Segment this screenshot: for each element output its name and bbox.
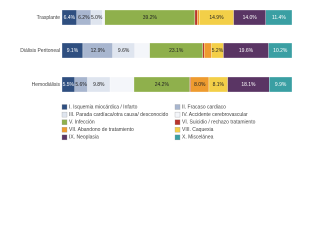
data-label: 9.1% [67,48,79,54]
bar-segment [203,42,212,59]
legend-swatch [174,111,181,118]
legend-swatch [61,104,68,110]
data-label: 23.1% [169,48,184,54]
data-label: 9.8% [93,82,105,88]
data-label: 5.6% [75,82,87,88]
bar-segment [134,42,150,59]
legend-label: II. Fracaso cardiaco [182,104,226,110]
bar-segment [269,76,293,93]
legend-swatch [61,127,68,133]
bar-segment [109,76,135,93]
category-label: Hemodiálisis [32,82,61,88]
legend-swatch [61,111,68,118]
data-label: 14.9% [209,15,224,21]
data-label: 5.2% [212,48,224,54]
legend-label: V. Infección [69,120,95,126]
data-label: 39.2% [143,15,158,21]
legend-swatch [61,134,68,141]
legend-label: VIII. Caquexia [182,127,214,133]
legend-label: III. Parada cardíaca/otra causa/ descono… [69,112,168,118]
legend-swatch [61,119,68,125]
legend-swatch [174,134,181,141]
bar-segment [268,42,293,59]
data-label: 8.1% [213,82,225,88]
legend-label: I. Isquemia miocárdica / Infarto [69,104,138,110]
legend-label: IX. Neoplasia [69,135,99,141]
bar-segment [102,9,105,26]
bar-segment [202,42,205,59]
data-label: 14.0% [243,15,258,21]
chart: Trasplante 6.4% 6.2% 5.0% 39.2% 14.9% 14.0% 11.… [20,9,293,141]
data-label: 12.9% [91,48,106,54]
data-label: 18.1% [241,82,256,88]
bar-segment [197,9,200,26]
category-label: Diálisis Peritoneal [20,48,60,54]
data-label: 9.9% [275,82,287,88]
data-label: 24.2% [155,82,170,88]
data-label: 8.0% [194,82,206,88]
bar-segment [265,9,293,26]
category-label: Trasplante [37,15,61,21]
data-label: 11.4% [272,15,286,21]
data-label: 6.2% [78,15,90,21]
bar-segment [194,9,198,26]
legend-label: VII. Abandono de tratamiento [69,127,134,133]
data-label: 10.2% [273,48,288,54]
legend-label: X. Miscelánea [182,135,214,141]
legend-swatch [174,104,181,110]
data-label: 5.5% [63,82,75,88]
data-label: 6.4% [64,15,76,21]
legend-label: IV. Accidente cerebrovascular [182,112,248,118]
legend-swatch [174,119,181,125]
legend-swatch [174,127,181,133]
data-label: 9.6% [118,48,130,54]
data-label: 5.0% [91,15,103,21]
data-label: 19.6% [239,48,254,54]
legend-label: VI. Suicidio / rechazo tratamiento [182,120,256,126]
